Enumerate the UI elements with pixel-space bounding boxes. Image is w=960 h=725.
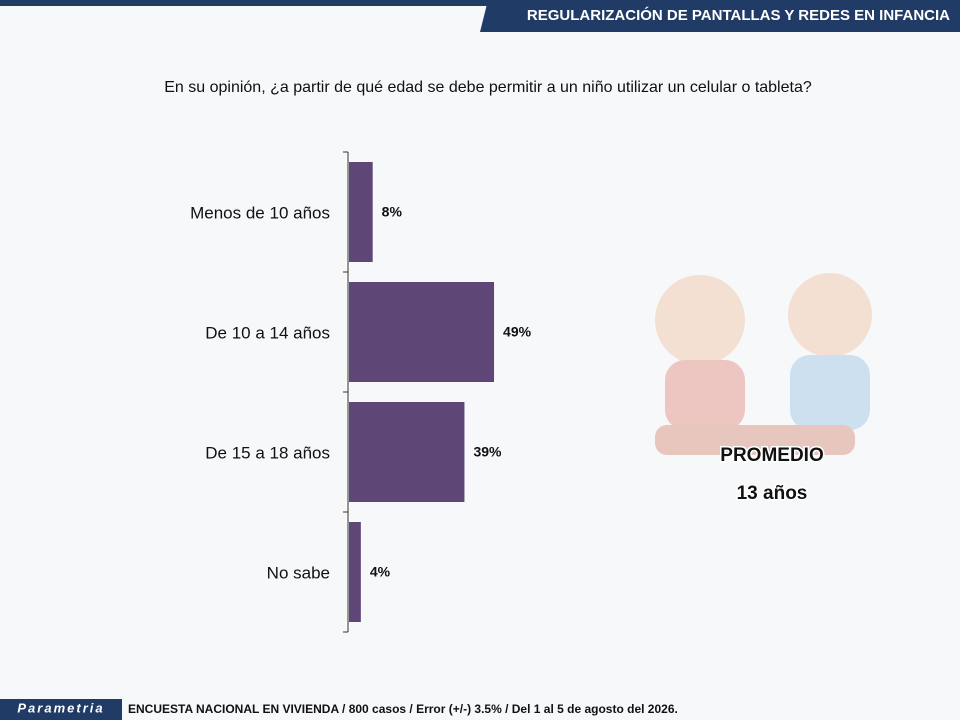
category-label: De 15 a 18 años: [205, 443, 330, 462]
category-label: De 10 a 14 años: [205, 323, 330, 342]
footer-logo-box: [0, 699, 122, 720]
summary-value: 13 años: [737, 483, 808, 504]
value-label: 49%: [503, 324, 532, 340]
value-label: 8%: [382, 204, 403, 220]
summary-label: PROMEDIO: [720, 445, 823, 466]
bar: [349, 282, 495, 382]
category-label: No sabe: [267, 563, 330, 582]
value-label: 39%: [473, 444, 502, 460]
category-label: Menos de 10 años: [190, 203, 330, 222]
header-title: REGULARIZACIÓN DE PANTALLAS Y REDES EN I…: [527, 6, 950, 24]
bar: [349, 402, 465, 502]
illustration: [655, 273, 872, 455]
footer-note: ENCUESTA NACIONAL EN VIVIENDA / 800 caso…: [128, 702, 678, 716]
bar: [349, 162, 373, 262]
top-band: [0, 0, 960, 6]
plot: Menos de 10 años 8% De 10 a 14 años 49% De 1…: [190, 151, 532, 633]
bar: [349, 522, 361, 622]
question: En su opinión, ¿a partir de qué edad se …: [164, 79, 812, 96]
value-label: 4%: [370, 564, 391, 580]
header-box: [480, 0, 960, 32]
footer-logo: Parametria: [17, 700, 104, 715]
